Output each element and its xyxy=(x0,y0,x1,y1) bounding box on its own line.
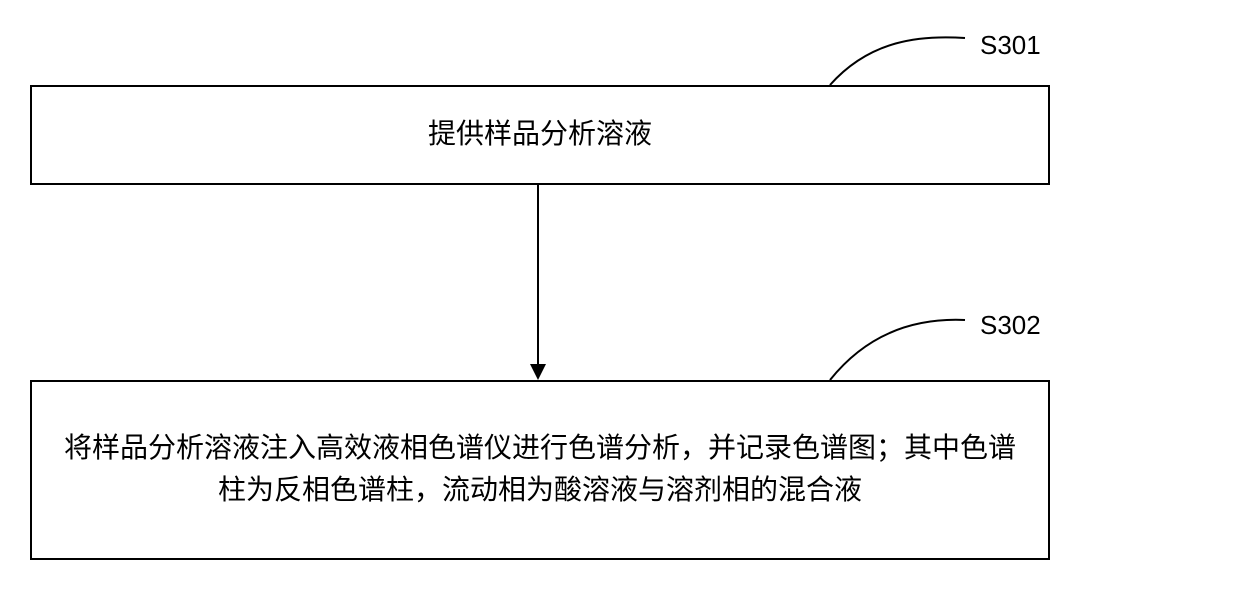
callout-curve-s302 xyxy=(0,0,1240,609)
